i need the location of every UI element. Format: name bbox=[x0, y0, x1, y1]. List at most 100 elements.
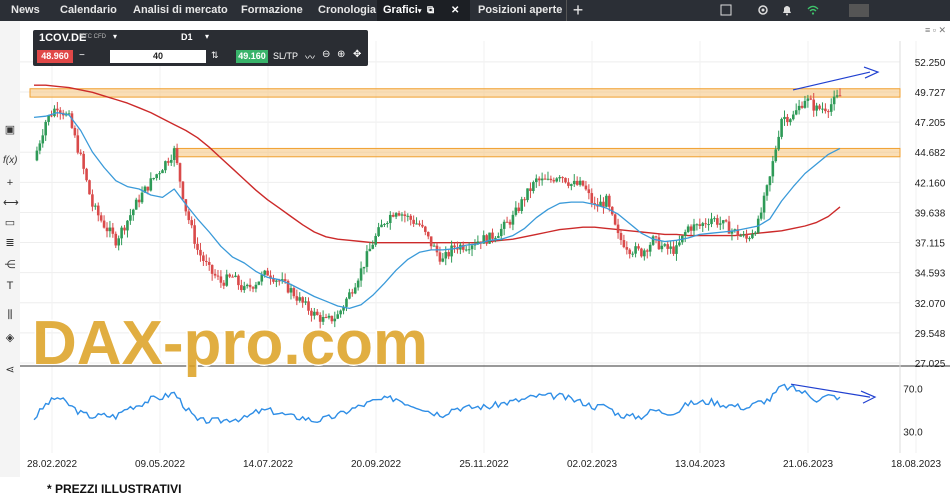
rsi-panel: 70.0 30.0 bbox=[33, 383, 923, 439]
candle-body bbox=[640, 248, 643, 257]
candle-body bbox=[207, 262, 211, 265]
candle-body bbox=[409, 215, 413, 220]
buy-button[interactable]: 49.160 bbox=[236, 50, 268, 63]
candle-body bbox=[298, 297, 302, 301]
candle-body bbox=[318, 314, 322, 322]
candle-body bbox=[362, 266, 366, 269]
move-icon[interactable]: ✥ bbox=[353, 49, 362, 60]
candle-body bbox=[327, 315, 331, 318]
popout-icon[interactable]: ⧉ bbox=[427, 5, 435, 16]
candle-body bbox=[178, 163, 182, 182]
candle-body bbox=[202, 255, 205, 261]
rsi-trend-arrow bbox=[790, 383, 871, 398]
bell-icon[interactable] bbox=[781, 4, 793, 16]
candle-body bbox=[289, 288, 293, 293]
candle-body bbox=[283, 279, 287, 281]
tab-calendario[interactable]: Calendario bbox=[60, 4, 117, 16]
minus-button[interactable]: − bbox=[79, 50, 85, 61]
candle-body bbox=[476, 241, 480, 245]
price-tick-label: 52.250 bbox=[915, 58, 946, 69]
candle-body bbox=[301, 297, 304, 303]
candle-body bbox=[88, 180, 91, 195]
candle-body bbox=[672, 246, 675, 254]
candle-body bbox=[721, 220, 725, 224]
candle-body bbox=[581, 180, 585, 186]
window-icon[interactable]: ▣ bbox=[4, 124, 16, 136]
screen-icon[interactable] bbox=[720, 4, 732, 16]
candle-body bbox=[648, 244, 652, 252]
chart-area[interactable]: 52.250 49.727 47.205 44.682 42.160 39.638 37.1… bbox=[20, 21, 950, 477]
settings-icon[interactable] bbox=[757, 4, 769, 16]
line-tool-icon[interactable]: ⟷ bbox=[3, 197, 19, 209]
sltp-button[interactable]: SL/TP bbox=[273, 51, 299, 61]
candle-body bbox=[435, 245, 439, 253]
sell-button[interactable]: 48.960 bbox=[37, 50, 73, 63]
candle-body bbox=[450, 245, 453, 257]
share-icon[interactable]: ⋖ bbox=[5, 364, 15, 376]
account-badge[interactable] bbox=[849, 4, 869, 17]
candle-body bbox=[79, 152, 83, 154]
tab-posizioni-aperte[interactable]: Posizioni aperte bbox=[478, 4, 563, 16]
rectangle-icon[interactable]: ▭ bbox=[4, 217, 16, 229]
candle-body bbox=[774, 149, 778, 162]
candle-body bbox=[204, 260, 208, 263]
tab-analisi-di-mercato[interactable]: Analisi di mercato bbox=[133, 4, 228, 16]
pitchfork-icon[interactable]: ⋲ bbox=[4, 259, 16, 271]
candle-body bbox=[517, 207, 521, 212]
chart-controls[interactable]: ≡ ▫ ✕ bbox=[925, 25, 946, 35]
candle-body bbox=[534, 178, 538, 183]
candle-body bbox=[134, 199, 138, 210]
candle-body bbox=[497, 236, 500, 238]
candle-body bbox=[76, 135, 80, 153]
candle-body bbox=[193, 225, 196, 244]
zoom-in-icon[interactable]: ⊕ bbox=[337, 49, 346, 60]
symbol-label[interactable]: 1COV.DE bbox=[39, 32, 87, 44]
quantity-input[interactable]: 40 bbox=[110, 50, 206, 63]
candle-body bbox=[345, 298, 348, 307]
fibonacci-icon[interactable]: ≣ bbox=[5, 237, 15, 249]
candle-body bbox=[175, 148, 179, 164]
tab-news[interactable]: News bbox=[11, 4, 40, 16]
candle-body bbox=[730, 230, 734, 234]
candle-body bbox=[768, 176, 772, 186]
candle-body bbox=[762, 195, 766, 213]
tab-grafici[interactable]: Grafici▾ ⧉ ✕ bbox=[377, 0, 470, 21]
add-tab-button[interactable]: + bbox=[566, 0, 589, 21]
symbol-dropdown-icon[interactable]: ▾ bbox=[113, 32, 118, 41]
text-tool-icon[interactable]: T bbox=[6, 280, 14, 292]
price-chart[interactable]: 52.250 49.727 47.205 44.682 42.160 39.638 37.1… bbox=[20, 21, 950, 477]
candle-body bbox=[70, 113, 74, 128]
timeframe-dropdown-icon[interactable]: ▾ bbox=[205, 32, 210, 41]
candle-body bbox=[461, 244, 465, 250]
price-tick-label: 37.115 bbox=[915, 239, 945, 250]
candle-body bbox=[549, 178, 553, 181]
candle-body bbox=[783, 116, 786, 120]
candle-body bbox=[380, 224, 383, 228]
line-chart-icon[interactable]: 〰 bbox=[305, 53, 315, 64]
candle-body bbox=[272, 278, 275, 282]
candles-icon[interactable]: ⫼ bbox=[7, 309, 13, 321]
candle-body bbox=[418, 223, 421, 225]
date-tick-label: 14.07.2022 bbox=[243, 459, 293, 470]
zoom-out-icon[interactable]: ⊖ bbox=[322, 49, 331, 60]
candle-body bbox=[348, 292, 351, 299]
candle-body bbox=[616, 224, 620, 234]
crosshair-icon[interactable]: + bbox=[6, 177, 14, 189]
candle-body bbox=[619, 233, 623, 241]
candle-body bbox=[126, 220, 129, 231]
candle-body bbox=[187, 211, 191, 221]
tab-formazione[interactable]: Formazione bbox=[241, 4, 303, 16]
candle-body bbox=[368, 248, 372, 252]
price-tick-label: 34.593 bbox=[915, 269, 946, 280]
date-tick-label: 18.08.2023 bbox=[891, 459, 941, 470]
function-icon[interactable]: f(x) bbox=[3, 155, 18, 166]
layers-icon[interactable]: ◈ bbox=[5, 332, 15, 344]
candle-body bbox=[251, 287, 255, 289]
candle-body bbox=[733, 229, 737, 231]
tab-cronologia[interactable]: Cronologia bbox=[318, 4, 377, 16]
timeframe-label[interactable]: D1 bbox=[181, 32, 193, 42]
candle-body bbox=[257, 281, 261, 285]
candle-body bbox=[473, 244, 477, 246]
close-tab-icon[interactable]: ✕ bbox=[451, 5, 460, 16]
swap-icon[interactable]: ⇅ bbox=[211, 50, 219, 60]
